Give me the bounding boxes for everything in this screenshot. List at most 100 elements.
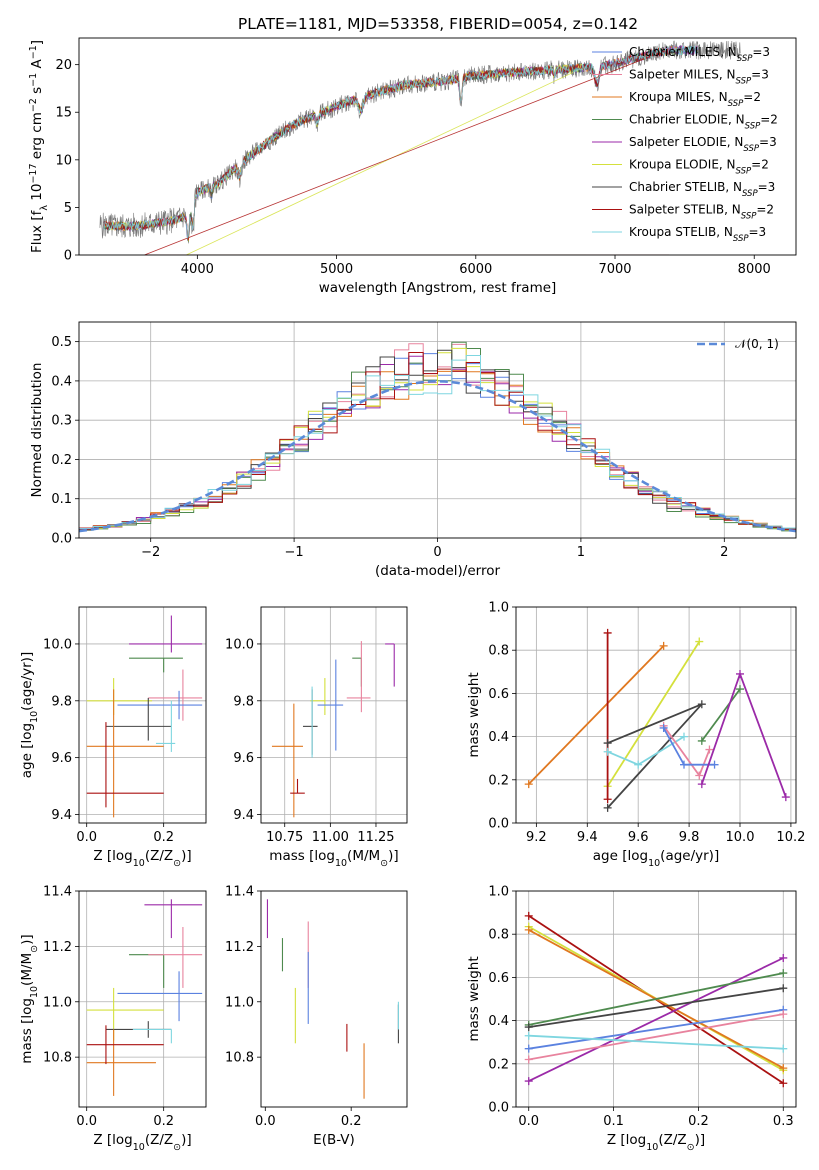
errorbar-chabrier_miles bbox=[117, 690, 203, 720]
axes-frame bbox=[260, 890, 408, 1108]
axes-frame bbox=[260, 606, 408, 824]
axes-frame bbox=[78, 606, 207, 824]
y-tick-label: 11.4 bbox=[43, 885, 72, 900]
x-tick-label: 2 bbox=[720, 545, 728, 560]
plus-marker-kroupa_miles bbox=[659, 641, 668, 650]
legend-entry-kroupa_elodie: Kroupa ELODIE, NSSP=2 bbox=[629, 158, 769, 177]
plus-marker-chabrier_stelib bbox=[697, 700, 706, 709]
y-axis-label: Flux [fλ 10−17 erg cm−2 s−1 A−1] bbox=[28, 40, 50, 253]
x-tick-label: 7000 bbox=[598, 262, 631, 277]
plus-marker-chabrier_miles bbox=[659, 723, 668, 732]
x-axis-label: age [log10(age/yr)] bbox=[593, 848, 719, 869]
x-axis-label: E(B-V) bbox=[313, 1132, 355, 1148]
x-tick-label: 9.4 bbox=[577, 830, 598, 845]
axes-mass_vs_ebv: 0.0 0.2 10.8 11.0 11.2 11.4 E(B-V) bbox=[225, 885, 408, 1148]
x-tick-label: 9.2 bbox=[526, 830, 547, 845]
plus-marker-salpeter_elodie bbox=[779, 953, 788, 962]
x-tick-label: −2 bbox=[141, 545, 160, 560]
y-axis-label: age [log10(age/yr)] bbox=[19, 652, 40, 778]
errorbar-salpeter_miles bbox=[148, 669, 203, 721]
plus-marker-kroupa_stelib bbox=[680, 732, 688, 741]
errorbar-chabrier_stelib bbox=[105, 697, 172, 741]
series-line-salpeter_elodie bbox=[528, 957, 784, 1082]
x-axis-label: Z [log10(Z/Z⊙)] bbox=[93, 848, 191, 869]
errorbar-chabrier_miles bbox=[317, 659, 344, 751]
errorbar-salpeter_miles bbox=[346, 641, 371, 713]
legend-entry-chabrier_stelib: Chabrier STELIB, NSSP=3 bbox=[629, 180, 775, 199]
plot-area-mass_vs_Z bbox=[79, 891, 206, 1107]
y-tick-label: 0.0 bbox=[51, 532, 72, 547]
y-tick-label: 9.6 bbox=[51, 751, 72, 766]
y-tick-label: 11.0 bbox=[43, 995, 72, 1010]
errorbar-kroupa_miles bbox=[86, 1029, 156, 1096]
legend-entry-chabrier_elodie: Chabrier ELODIE, NSSP=2 bbox=[629, 113, 778, 132]
errorbar-salpeter_elodie bbox=[144, 899, 203, 939]
y-tick-label: 10.0 bbox=[225, 637, 254, 652]
y-tick-label: 10.8 bbox=[43, 1051, 72, 1066]
y-tick-label: 0.4 bbox=[488, 730, 509, 745]
figure-title: PLATE=1181, MJD=53358, FIBERID=0054, z=0… bbox=[238, 15, 638, 33]
x-axis-label: wavelength [Angstrom, rest frame] bbox=[319, 280, 557, 296]
y-tick-label: 0.8 bbox=[488, 928, 509, 943]
legend-entry-chabrier_miles: Chabrier MILES, NSSP=3 bbox=[629, 45, 770, 64]
series-line-chabrier_elodie bbox=[528, 972, 784, 1026]
plus-marker-kroupa_elodie bbox=[695, 637, 704, 646]
plus-marker-chabrier_elodie bbox=[697, 736, 706, 745]
y-tick-label: 0.1 bbox=[51, 492, 72, 507]
plus-marker-kroupa_stelib bbox=[524, 1031, 533, 1040]
y-tick-label: 11.0 bbox=[225, 995, 254, 1010]
x-tick-label: 8000 bbox=[738, 262, 771, 277]
plus-marker-salpeter_stelib bbox=[603, 795, 612, 804]
plus-marker-chabrier_miles bbox=[680, 760, 688, 769]
plus-marker-salpeter_miles bbox=[695, 771, 704, 780]
plot-area-residual_histogram bbox=[79, 322, 796, 538]
y-tick-label: 5 bbox=[64, 201, 72, 216]
y-tick-label: 11.2 bbox=[225, 940, 254, 955]
x-tick-label: 9.8 bbox=[679, 830, 700, 845]
x-tick-label: 0.2 bbox=[153, 1114, 174, 1129]
series-line-salpeter_elodie bbox=[700, 671, 787, 798]
x-tick-label: 6000 bbox=[459, 262, 492, 277]
x-tick-label: 0.2 bbox=[688, 1114, 709, 1129]
y-tick-label: 1.0 bbox=[488, 601, 509, 616]
plus-marker-salpeter_miles bbox=[779, 1010, 788, 1019]
plus-marker-kroupa_miles bbox=[524, 925, 533, 934]
legend: Chabrier MILES, NSSP=3 Salpeter MILES, NS… bbox=[592, 45, 778, 244]
legend-entry-normal: 𝒩(0, 1) bbox=[735, 337, 779, 351]
y-tick-label: 9.8 bbox=[233, 694, 254, 709]
x-axis-label: Z [log10(Z/Z⊙)] bbox=[607, 1132, 705, 1153]
y-tick-label: 9.6 bbox=[233, 751, 254, 766]
x-tick-label: 0.0 bbox=[255, 1114, 276, 1129]
x-tick-label: 9.6 bbox=[628, 830, 649, 845]
series-line-salpeter_miles bbox=[528, 1013, 784, 1061]
errorbar-kroupa_stelib bbox=[155, 700, 176, 752]
series-line-kroupa_elodie bbox=[606, 641, 701, 787]
histogram-salpeter_stelib bbox=[79, 352, 796, 530]
plus-marker-kroupa_miles bbox=[779, 1064, 788, 1073]
y-axis-label: Normed distribution bbox=[29, 363, 45, 498]
x-tick-label: 0.0 bbox=[76, 1114, 97, 1129]
series-line-chabrier_elodie bbox=[701, 688, 741, 742]
x-tick-label: 5000 bbox=[320, 262, 353, 277]
x-tick-label: 10.75 bbox=[266, 830, 303, 845]
axes-age_vs_Z: 0.0 0.2 9.4 9.6 9.8 10.0 Z [log10(Z/Z⊙)] age [l… bbox=[19, 606, 207, 869]
model-line-kroupa_miles bbox=[103, 45, 699, 241]
legend-entry-salpeter_miles: Salpeter MILES, NSSP=3 bbox=[629, 68, 769, 87]
plot-area-age_vs_Z bbox=[79, 607, 206, 823]
y-tick-label: 9.8 bbox=[51, 694, 72, 709]
plus-marker-salpeter_elodie bbox=[736, 669, 744, 678]
model-line-kroupa_stelib bbox=[103, 45, 699, 239]
plot-area-spectrum bbox=[99, 40, 741, 255]
x-tick-label: 0.2 bbox=[153, 830, 174, 845]
plus-marker-chabrier_elodie bbox=[736, 685, 744, 694]
errorbar-chabrier_stelib bbox=[302, 689, 318, 755]
x-tick-label: −1 bbox=[285, 545, 304, 560]
plus-marker-chabrier_stelib bbox=[524, 1023, 533, 1032]
y-axis-label: mass [log10(M/M⊙)] bbox=[19, 934, 40, 1063]
series-line-chabrier_stelib bbox=[606, 703, 703, 809]
x-tick-label: 11.25 bbox=[357, 830, 394, 845]
errorbar-salpeter_stelib bbox=[86, 722, 164, 808]
series-line-kroupa_stelib bbox=[528, 1034, 784, 1050]
model-line-kroupa_elodie bbox=[103, 63, 586, 255]
